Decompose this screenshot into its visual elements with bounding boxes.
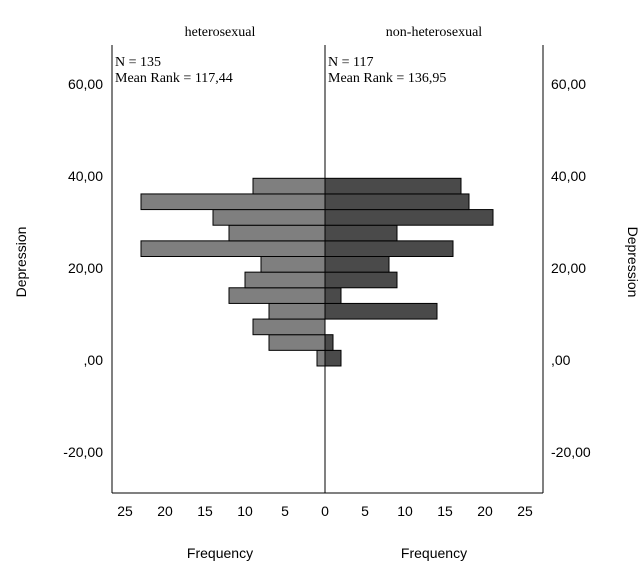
non-heterosexual-bar (324, 224, 398, 242)
left-x-axis-label: Frequency (187, 545, 253, 561)
non-heterosexual-bar (324, 193, 470, 211)
heterosexual-bar (212, 209, 326, 226)
left-x-tick-label: 5 (281, 503, 289, 519)
panel-title-non-heterosexual: non-heterosexual (386, 25, 483, 40)
panel-title-heterosexual: heterosexual (185, 25, 256, 40)
left-x-tick-label: 0 (321, 503, 329, 519)
non-heterosexual-bar (324, 287, 342, 304)
heterosexual-bar (260, 256, 326, 273)
plot-frame (111, 45, 544, 494)
right-x-tick-label: 5 (361, 503, 369, 519)
heterosexual-bar (140, 240, 326, 258)
right-y-tick-labels: -20,00 ,00 20,00 40,00 60,00 (551, 76, 591, 460)
heterosexual-bar (228, 287, 326, 304)
right-y-tick-label: ,00 (551, 352, 571, 368)
heterosexual-n-label: N = 135 (115, 55, 161, 70)
non-heterosexual-bars (324, 177, 494, 367)
left-y-tick-label: -20,00 (63, 444, 103, 460)
right-y-axis-label: Depression (625, 227, 638, 298)
non-heterosexual-bar (324, 302, 438, 320)
left-y-tick-label: 60,00 (68, 76, 103, 92)
non-heterosexual-bar (324, 271, 398, 289)
right-y-tick-label: 20,00 (551, 260, 586, 276)
non-heterosexual-bar (324, 349, 342, 367)
right-x-tick-label: 20 (477, 503, 493, 519)
heterosexual-bar (140, 193, 326, 211)
heterosexual-bars (140, 177, 326, 367)
non-heterosexual-bar (324, 209, 494, 226)
right-y-tick-label: 60,00 (551, 76, 586, 92)
non-heterosexual-bar (324, 334, 334, 351)
left-x-tick-label: 10 (237, 503, 253, 519)
left-y-tick-labels: -20,00 ,00 20,00 40,00 60,00 (63, 76, 103, 460)
left-x-tick-label: 25 (117, 503, 133, 519)
left-y-tick-label: 20,00 (68, 260, 103, 276)
right-y-tick-label: 40,00 (551, 168, 586, 184)
left-y-tick-label: ,00 (84, 352, 104, 368)
heterosexual-bar (244, 271, 326, 289)
right-x-axis-label: Frequency (401, 545, 467, 561)
left-x-tick-label: 20 (157, 503, 173, 519)
heterosexual-bar (228, 224, 326, 242)
right-y-tick-label: -20,00 (551, 444, 591, 460)
right-x-tick-label: 25 (517, 503, 533, 519)
non-heterosexual-bar (324, 240, 454, 258)
non-heterosexual-n-label: N = 117 (328, 55, 374, 70)
right-x-tick-labels: 25 20 15 10 5 (361, 503, 533, 519)
left-y-axis-label: Depression (13, 227, 29, 298)
heterosexual-bar (252, 318, 326, 336)
left-x-tick-labels: 25 20 15 10 5 0 (117, 503, 329, 519)
right-x-tick-label: 10 (397, 503, 413, 519)
heterosexual-bar (252, 177, 326, 195)
heterosexual-bar (268, 302, 326, 320)
non-heterosexual-bar (324, 256, 390, 273)
heterosexual-mean-rank-label: Mean Rank = 117,44 (115, 71, 233, 86)
non-heterosexual-mean-rank-label: Mean Rank = 136,95 (328, 71, 446, 86)
left-x-tick-label: 15 (197, 503, 213, 519)
non-heterosexual-bar (324, 177, 462, 195)
heterosexual-bar (268, 334, 326, 351)
right-x-tick-label: 15 (437, 503, 453, 519)
left-y-tick-label: 40,00 (68, 168, 103, 184)
heterosexual-bar (316, 349, 326, 367)
